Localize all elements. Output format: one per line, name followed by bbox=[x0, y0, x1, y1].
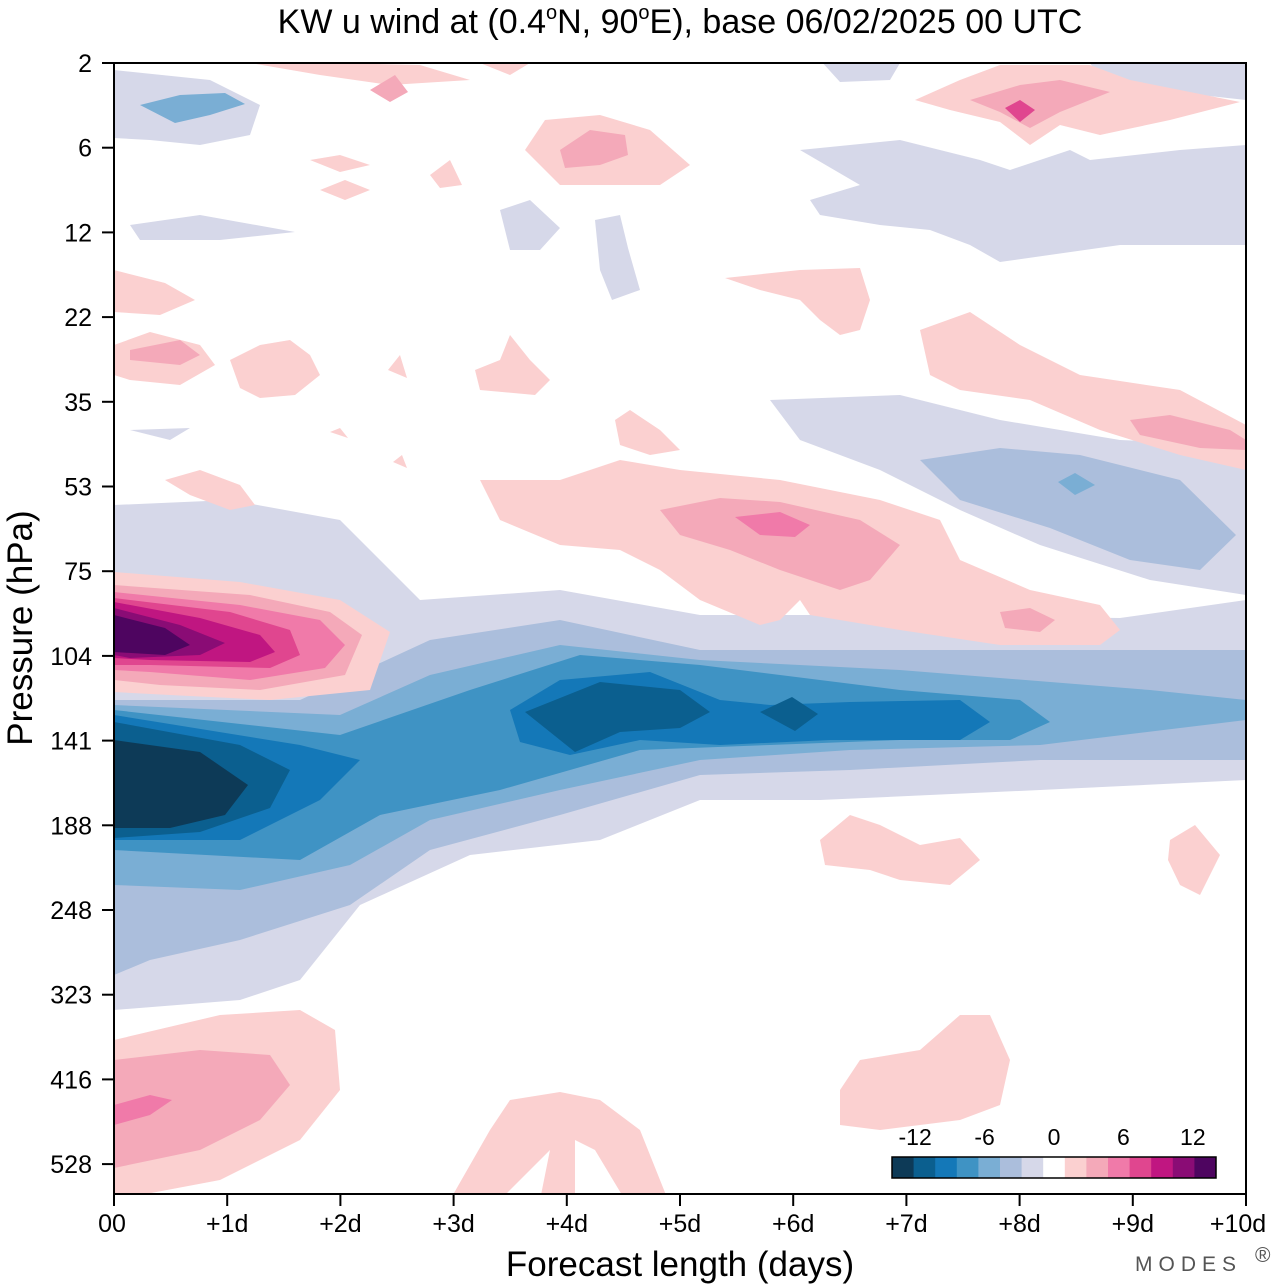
colorbar-swatch bbox=[1129, 1157, 1152, 1178]
y-axis: 2 6 12 22 35 53 75 104 141 188 248 323 416 528 bbox=[50, 50, 114, 1179]
pos-region-right-small bbox=[1000, 608, 1055, 632]
y-tick-label: 323 bbox=[50, 982, 92, 1010]
neg-region-upper-right-3 bbox=[1058, 473, 1095, 495]
neg-region-topleft-2 bbox=[140, 93, 245, 123]
colorbar-swatch bbox=[1000, 1157, 1023, 1178]
pos-region-lower-left-3 bbox=[114, 1095, 172, 1125]
colorbar-tick-label: -6 bbox=[974, 1124, 994, 1150]
colorbar-swatch bbox=[1172, 1157, 1195, 1178]
neg-region-mid-left bbox=[130, 200, 640, 440]
pos-region-lower-right bbox=[840, 1015, 1010, 1130]
y-tick-label: 75 bbox=[64, 558, 92, 586]
y-tick-label: 416 bbox=[50, 1066, 92, 1094]
neg-region-6 bbox=[114, 682, 818, 838]
x-axis: 00 +1d +2d +3d +4d +5d +6d +7d +8d +9d +10d bbox=[98, 1194, 1266, 1238]
brand-mark: ® bbox=[1255, 1244, 1276, 1267]
y-tick-label: 53 bbox=[64, 474, 92, 502]
x-tick-label: 00 bbox=[98, 1210, 126, 1238]
y-tick-label: 528 bbox=[50, 1151, 92, 1179]
colorbar-frame bbox=[891, 1156, 1217, 1179]
neg-region-core bbox=[114, 740, 248, 828]
neg-region-upper-right-2 bbox=[920, 448, 1236, 570]
x-tick-label: +1d bbox=[206, 1210, 248, 1238]
y-tick-label: 12 bbox=[64, 219, 92, 247]
positive-contours bbox=[114, 63, 1246, 1194]
pos-region-bottom-arch bbox=[453, 1092, 666, 1194]
y-tick-label: 141 bbox=[50, 728, 92, 756]
x-tick-label: +8d bbox=[998, 1210, 1040, 1238]
colorbar-tick-label: 0 bbox=[1048, 1124, 1061, 1150]
y-tick-label: 248 bbox=[50, 897, 92, 925]
colorbar-swatch bbox=[956, 1157, 979, 1178]
colorbar: -12 -6 0 6 12 bbox=[891, 1124, 1217, 1179]
y-tick-label: 6 bbox=[78, 135, 92, 163]
pos-region-mid-patch-2 bbox=[660, 498, 900, 590]
colorbar-swatch bbox=[978, 1157, 1001, 1178]
x-tick-label: +7d bbox=[885, 1210, 927, 1238]
colorbar-swatch bbox=[1108, 1157, 1131, 1178]
x-tick-label: +5d bbox=[659, 1210, 701, 1238]
pos-region-mid-right-small bbox=[820, 815, 1220, 895]
colorbar-swatch bbox=[1064, 1157, 1087, 1178]
colorbar-swatch bbox=[1043, 1157, 1066, 1178]
colorbar-swatch bbox=[1086, 1157, 1109, 1178]
y-tick-label: 104 bbox=[50, 643, 92, 671]
chart-title: KW u wind at (0.4oN, 90oE), base 06/02/2… bbox=[278, 2, 1083, 41]
colorbar-tick-label: 6 bbox=[1117, 1124, 1130, 1150]
colorbar-swatch bbox=[1151, 1157, 1174, 1178]
pos-region-upper-jet-core bbox=[114, 615, 190, 655]
y-tick-label: 22 bbox=[64, 304, 92, 332]
pos-region-lower-left-2 bbox=[114, 1050, 290, 1168]
y-tick-label: 2 bbox=[78, 50, 92, 78]
pos-region-top-center-2 bbox=[560, 130, 628, 168]
brand-logo: MODES bbox=[1135, 1253, 1242, 1276]
y-tick-label: 188 bbox=[50, 812, 92, 840]
x-axis-label: Forecast length (days) bbox=[506, 1245, 854, 1284]
pos-region-top-right-3 bbox=[1005, 100, 1035, 122]
x-tick-label: +4d bbox=[546, 1210, 588, 1238]
contour-field bbox=[114, 63, 1246, 1194]
y-axis-label: Pressure (hPa) bbox=[1, 510, 40, 745]
neg-region-top-right bbox=[800, 63, 1246, 262]
colorbar-swatch bbox=[1021, 1157, 1044, 1178]
x-tick-label: +6d bbox=[772, 1210, 814, 1238]
x-tick-label: +9d bbox=[1112, 1210, 1154, 1238]
colorbar-tick-label: -12 bbox=[899, 1124, 932, 1150]
x-tick-label: +10d bbox=[1210, 1210, 1266, 1238]
colorbar-swatch bbox=[935, 1157, 958, 1178]
x-tick-label: +3d bbox=[432, 1210, 474, 1238]
pos-region-top-right-2 bbox=[970, 80, 1110, 128]
colorbar-swatch bbox=[913, 1157, 936, 1178]
pos-region-upper-right-band-2 bbox=[1130, 415, 1246, 450]
colorbar-tick-label: 12 bbox=[1180, 1124, 1206, 1150]
x-tick-label: +2d bbox=[319, 1210, 361, 1238]
colorbar-swatch bbox=[1194, 1157, 1217, 1178]
colorbar-swatch bbox=[892, 1157, 915, 1178]
pos-region-mid-patch-3 bbox=[735, 512, 810, 537]
y-tick-label: 35 bbox=[64, 389, 92, 417]
